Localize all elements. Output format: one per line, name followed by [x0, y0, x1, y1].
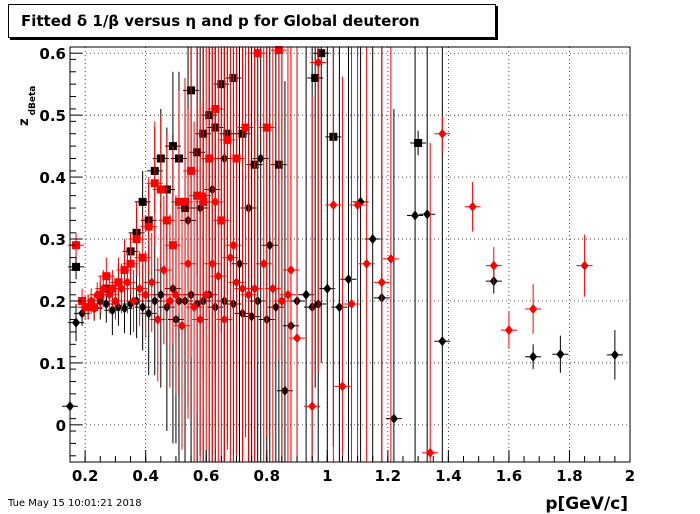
data-point: [374, 47, 390, 462]
data-point: [407, 47, 423, 462]
y-tick-label: 0: [56, 417, 66, 435]
plot-frame: [70, 47, 630, 462]
square-marker: [414, 139, 422, 147]
data-point: [386, 109, 402, 462]
x-tick-label: 0.6: [193, 467, 220, 485]
x-tick-label: 0.4: [132, 467, 159, 485]
data-point: [434, 115, 450, 152]
data-point: [525, 344, 541, 369]
diamond-marker: [438, 129, 446, 139]
x-tick-label: 1.8: [556, 467, 583, 485]
diamond-marker: [363, 259, 371, 269]
y-axis-label-sub: dBeta: [28, 86, 38, 116]
data-layer: [62, 46, 623, 462]
diamond-marker: [556, 349, 564, 359]
data-point: [501, 311, 517, 348]
diamond-marker: [438, 336, 446, 346]
diamond-marker: [529, 304, 537, 314]
diamond-marker: [329, 200, 337, 210]
x-tick-label: 1.2: [375, 467, 402, 485]
data-point: [383, 47, 399, 462]
diamond-marker: [490, 261, 498, 271]
y-tick-label: 0.4: [39, 169, 66, 187]
y-tick-label: 0.2: [39, 293, 66, 311]
data-point: [607, 330, 623, 380]
x-tick-label: 1.4: [435, 467, 462, 485]
x-axis-label: p[GeV/c]: [545, 494, 628, 514]
data-point: [577, 235, 593, 297]
diamond-marker: [369, 234, 377, 244]
square-marker: [145, 223, 153, 231]
x-tick-label: 1: [322, 467, 332, 485]
x-tick-label: 0.8: [253, 467, 280, 485]
diamond-marker: [411, 210, 419, 220]
y-axis-label: z dBeta: [17, 86, 38, 126]
y-axis-label-main: z: [17, 118, 32, 126]
data-point: [525, 284, 541, 334]
x-tick-label: 2: [625, 467, 635, 485]
data-point: [422, 143, 438, 462]
grid-layer: [70, 47, 630, 462]
x-tick-label: 0.2: [72, 467, 99, 485]
diamond-marker: [293, 333, 301, 343]
diamond-marker: [529, 352, 537, 362]
diamond-marker: [302, 290, 310, 300]
square-marker: [133, 235, 141, 243]
y-tick-label: 0.5: [39, 107, 66, 125]
diamond-marker: [308, 401, 316, 411]
data-point: [486, 247, 502, 284]
square-marker: [139, 198, 147, 206]
diamond-marker: [469, 202, 477, 212]
y-tick-label: 0.6: [39, 45, 66, 63]
diamond-marker: [581, 261, 589, 271]
diamond-marker: [505, 325, 513, 335]
x-tick-label: 1.6: [496, 467, 523, 485]
diamond-marker: [611, 350, 619, 360]
data-point: [465, 182, 481, 232]
y-tick-label: 0.1: [39, 355, 66, 373]
diamond-marker: [378, 277, 386, 287]
y-tick-label: 0.3: [39, 231, 66, 249]
svg-text:zdBeta: z dBeta: [17, 86, 38, 126]
data-point: [434, 47, 450, 462]
footer-timestamp: Tue May 15 10:01:21 2018: [8, 498, 142, 509]
data-point: [552, 336, 568, 373]
data-point: [419, 47, 435, 462]
data-point: [410, 131, 426, 156]
square-marker: [157, 185, 165, 193]
diamond-marker: [323, 284, 331, 294]
